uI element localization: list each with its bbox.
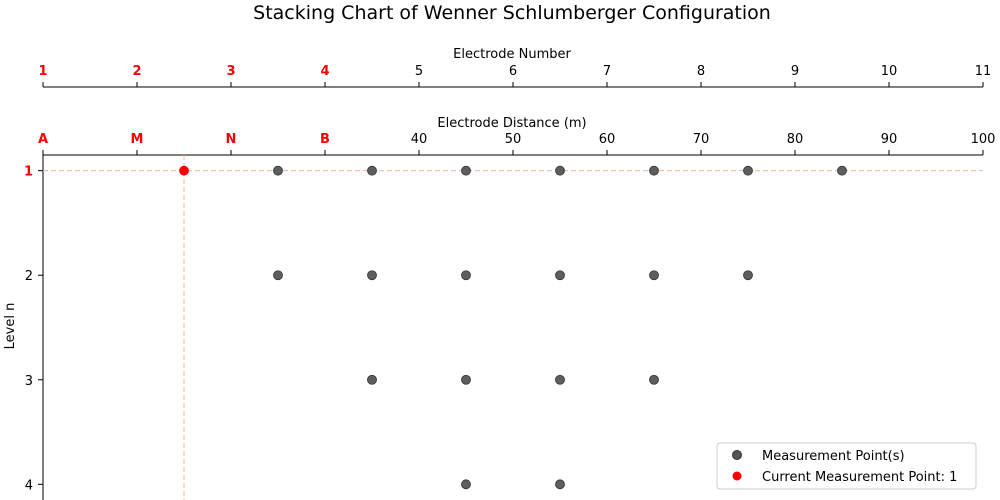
distance-tick-label: 50 (505, 132, 522, 147)
legend-marker-current (732, 471, 742, 481)
distance-tick-label: M (131, 132, 144, 147)
top-tick-label: 3 (226, 64, 235, 79)
distance-axis-ticks: A M N B 40 50 60 70 80 90 100 (38, 132, 995, 155)
current-point-crosshair (43, 155, 983, 500)
distance-tick-label: N (226, 132, 237, 147)
legend-label-current: Current Measurement Point: 1 (762, 470, 957, 485)
measurement-point (649, 270, 659, 281)
legend-label-measurement: Measurement Point(s) (762, 449, 905, 464)
top-tick-label: 7 (603, 64, 611, 79)
y-tick-label: 3 (25, 374, 33, 389)
distance-tick-label: 90 (881, 132, 898, 147)
top-tick-label: 2 (132, 64, 141, 79)
measurement-point (555, 479, 565, 490)
data-points (179, 165, 847, 490)
top-tick-label: 4 (320, 64, 329, 79)
measurement-point (367, 165, 377, 176)
measurement-point (273, 165, 283, 176)
top-tick-label: 6 (509, 64, 517, 79)
distance-axis-label: Electrode Distance (m) (437, 116, 586, 131)
y-axis-ticks: 1 2 3 4 (24, 165, 43, 493)
measurement-point (461, 270, 471, 281)
distance-tick-label: 100 (971, 132, 996, 147)
distance-tick-label: B (320, 132, 330, 147)
measurement-point (461, 165, 471, 176)
measurement-point (743, 270, 753, 281)
measurement-point (555, 374, 565, 385)
legend-marker-measurement (732, 450, 742, 460)
distance-tick-label: 40 (411, 132, 428, 147)
distance-tick-label: 70 (693, 132, 710, 147)
top-tick-label: 11 (975, 64, 992, 79)
measurement-point (461, 374, 471, 385)
y-tick-label: 1 (24, 165, 33, 180)
legend: Measurement Point(s) Current Measurement… (716, 442, 977, 490)
y-tick-label: 4 (25, 478, 33, 493)
measurement-point (555, 270, 565, 281)
measurement-point (555, 165, 565, 176)
chart-title: Stacking Chart of Wenner Schlumberger Co… (253, 2, 771, 24)
top-tick-label: 10 (881, 64, 898, 79)
measurement-point (461, 479, 471, 490)
top-tick-label: 5 (415, 64, 423, 79)
y-axis-label: Level n (3, 303, 18, 350)
distance-tick-label: 80 (787, 132, 804, 147)
top-axis-label: Electrode Number (453, 47, 571, 62)
measurement-point (367, 270, 377, 281)
top-tick-label: 9 (791, 64, 799, 79)
top-tick-label: 1 (38, 64, 47, 79)
y-tick-label: 2 (25, 269, 33, 284)
legend-box (716, 442, 977, 490)
measurement-point (743, 165, 753, 176)
measurement-point (837, 165, 847, 176)
current-measurement-point (179, 165, 189, 176)
distance-tick-label: 60 (599, 132, 616, 147)
distance-tick-label: A (38, 132, 48, 147)
top-tick-label: 8 (697, 64, 705, 79)
measurement-point (649, 374, 659, 385)
top-axis-ticks: 1 2 3 4 5 6 7 8 9 10 11 (38, 64, 991, 87)
measurement-point (273, 270, 283, 281)
measurement-point (649, 165, 659, 176)
measurement-point (367, 374, 377, 385)
